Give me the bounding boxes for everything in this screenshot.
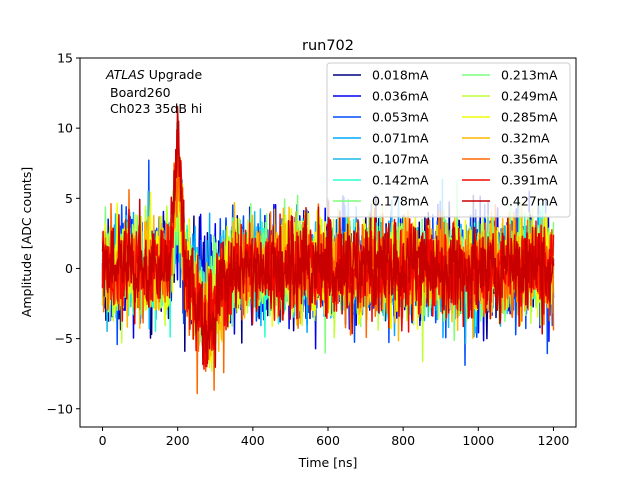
- legend-label: 0.107mA: [372, 152, 429, 167]
- y-tick-label: 5: [65, 191, 73, 206]
- y-tick-label: −5: [55, 331, 73, 346]
- legend-label: 0.036mA: [372, 89, 429, 104]
- y-tick-label: 15: [57, 51, 73, 66]
- x-axis: 0 200 400 600 800 1000 1200: [99, 427, 570, 448]
- x-tick-label: 1200: [538, 433, 570, 448]
- legend-label: 0.053mA: [372, 110, 429, 125]
- y-tick-label: −10: [47, 401, 73, 416]
- legend-label: 0.142mA: [372, 173, 429, 188]
- annotation-atlas: ATLAS: [105, 67, 145, 82]
- annotation-line-2: Board260: [110, 85, 171, 100]
- annotation: ATLAS Upgrade Board260 Ch023 35dB hi: [105, 67, 202, 116]
- legend-box: [326, 62, 571, 218]
- x-tick-label: 600: [316, 433, 340, 448]
- legend-label: 0.071mA: [372, 131, 429, 146]
- legend-label: 0.213mA: [501, 68, 558, 83]
- chart-title: run702: [302, 38, 354, 54]
- y-axis: −10 −5 0 5 10 15: [47, 51, 80, 416]
- legend-label: 0.427mA: [501, 194, 558, 209]
- y-tick-label: 0: [65, 261, 73, 276]
- x-tick-label: 0: [99, 433, 107, 448]
- series-line-0.427mA: [101, 105, 555, 369]
- legend-label: 0.249mA: [501, 89, 558, 104]
- annotation-upgrade: Upgrade: [145, 67, 203, 82]
- x-tick-label: 400: [241, 433, 265, 448]
- legend-label: 0.285mA: [501, 110, 558, 125]
- legend-label: 0.32mA: [501, 131, 550, 146]
- x-axis-label: Time [ns]: [298, 455, 358, 470]
- legend-label: 0.391mA: [501, 173, 558, 188]
- legend: 0.018mA 0.036mA 0.053mA 0.071mA 0.107mA 0.142…: [326, 62, 571, 218]
- annotation-line-3: Ch023 35dB hi: [110, 101, 202, 116]
- y-tick-label: 10: [57, 121, 73, 136]
- annotation-line-1: ATLAS Upgrade: [105, 67, 202, 82]
- legend-label: 0.356mA: [501, 152, 558, 167]
- legend-label: 0.018mA: [372, 68, 429, 83]
- x-tick-label: 1000: [462, 433, 494, 448]
- y-axis-label: Amplitude [ADC counts]: [19, 167, 34, 317]
- x-tick-label: 200: [166, 433, 190, 448]
- legend-label: 0.178mA: [372, 194, 429, 209]
- series-layer: [101, 105, 555, 395]
- x-tick-label: 800: [391, 433, 415, 448]
